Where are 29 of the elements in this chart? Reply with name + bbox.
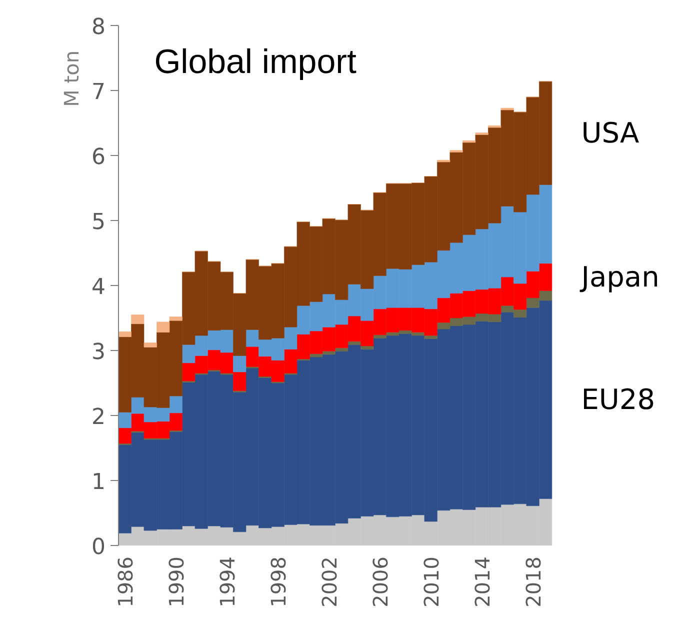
series-label: USA: [581, 116, 640, 150]
x-tick-label: 1994: [215, 556, 240, 608]
bar: [144, 342, 157, 348]
y-tick-label: 5: [92, 210, 106, 235]
y-tick-label: 7: [92, 80, 106, 105]
bar: [335, 348, 348, 352]
y-axis-title: M ton: [60, 50, 84, 107]
x-tick-label: 2002: [317, 556, 342, 608]
y-tick-label: 3: [92, 340, 106, 365]
x-tick-label: 2018: [521, 556, 546, 608]
y-tick-label: 6: [92, 145, 106, 170]
y-tick-label: 4: [92, 275, 106, 300]
y-tick-label: 1: [92, 470, 106, 495]
bar: [348, 341, 361, 345]
y-tick-label: 8: [92, 15, 106, 40]
bar: [131, 314, 144, 324]
y-tick-label: 0: [92, 535, 106, 560]
x-tick-label: 2010: [419, 556, 444, 608]
x-tick-label: 1990: [164, 556, 188, 608]
x-tick-label: 2006: [368, 556, 392, 608]
bar: [118, 332, 132, 337]
bar: [233, 356, 246, 372]
series-label: EU28: [581, 383, 656, 416]
x-tick-label: 2014: [470, 556, 494, 608]
x-tick-label: 1998: [266, 556, 290, 608]
x-tick-label: 1986: [113, 556, 138, 608]
y-tick-label: 2: [92, 405, 106, 430]
series-label: Japan: [579, 260, 660, 294]
text: Global import: [154, 42, 357, 81]
